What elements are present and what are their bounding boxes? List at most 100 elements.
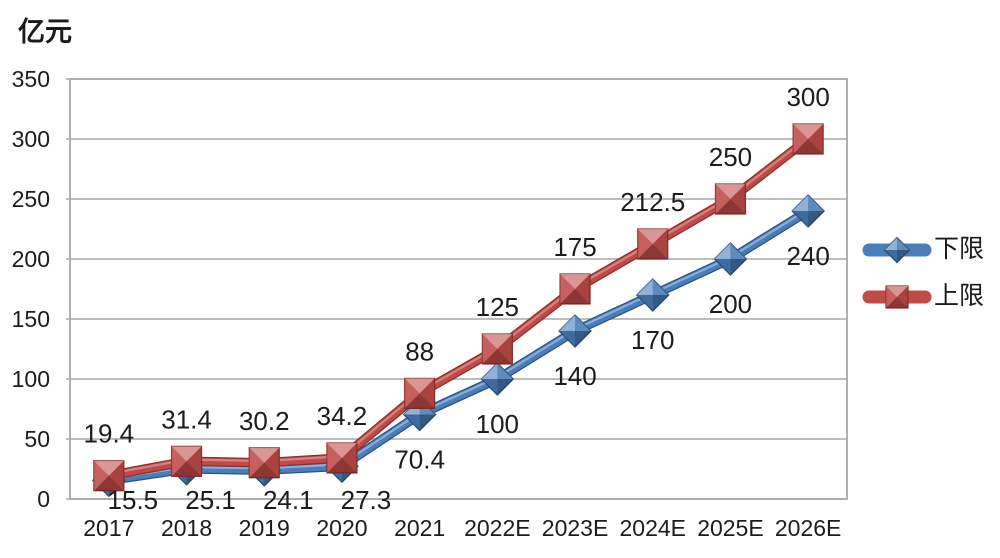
series-line-shadow — [104, 206, 813, 486]
marker-facet — [652, 295, 669, 311]
marker-facet — [171, 446, 187, 477]
marker-facet — [886, 285, 897, 308]
marker-facet — [482, 334, 513, 349]
square-marker-icon — [248, 447, 280, 479]
marker-facet — [497, 379, 514, 395]
legend-item-lower-bound: 下限 — [862, 235, 984, 264]
data-point-label: 70.4 — [394, 445, 445, 475]
marker-facet — [93, 475, 124, 491]
marker-facet — [403, 414, 420, 431]
y-axis-tick-label: 0 — [37, 486, 50, 512]
data-point-label: 30.2 — [239, 406, 290, 436]
marker-facet — [497, 363, 514, 379]
series-line-highlight — [107, 208, 810, 480]
marker-facet — [419, 414, 436, 431]
marker-facet — [897, 285, 908, 308]
marker-facet — [715, 184, 746, 199]
data-point-label: 212.5 — [620, 187, 685, 217]
x-axis-tick-label: 2025E — [697, 515, 764, 541]
data-point-label: 200 — [709, 289, 752, 319]
data-point-label: 34.2 — [317, 401, 368, 431]
marker-facet — [897, 249, 910, 262]
x-axis-tick-label: 2018 — [161, 515, 212, 541]
legend-label-lower-bound: 下限 — [934, 235, 985, 263]
series-下限 — [92, 194, 825, 498]
y-axis-unit-label: 亿元 — [18, 17, 72, 47]
series-line — [105, 135, 812, 480]
marker-facet — [186, 446, 202, 477]
diamond-marker-icon — [558, 314, 592, 348]
square-marker-icon — [792, 123, 824, 155]
marker-facet — [714, 259, 731, 275]
marker-facet — [730, 259, 747, 275]
marker-facet — [93, 460, 109, 491]
data-point-label: 240 — [786, 241, 829, 271]
legend-upper-bound-square-icon — [862, 284, 932, 309]
y-axis-tick-label: 200 — [12, 246, 50, 272]
diamond-marker-icon — [791, 194, 825, 228]
marker-facet — [404, 378, 435, 394]
legend-item-upper-bound: 上限 — [862, 282, 984, 311]
marker-facet — [637, 229, 653, 259]
marker-facet — [636, 295, 653, 311]
data-point-label: 140 — [553, 361, 596, 391]
series-line-shadow — [104, 134, 813, 481]
marker-facet — [897, 237, 910, 250]
data-point-label: 100 — [476, 409, 519, 439]
marker-facet — [341, 442, 357, 473]
series-line — [105, 207, 812, 484]
marker-facet — [714, 243, 731, 259]
square-marker-icon — [170, 445, 203, 477]
square-marker-icon — [481, 333, 513, 365]
y-axis-tick-label: 50 — [24, 426, 50, 452]
marker-facet — [249, 447, 280, 463]
data-point-label: 88 — [405, 336, 434, 366]
marker-facet — [575, 331, 592, 347]
square-marker-icon — [404, 377, 436, 409]
marker-facet — [886, 296, 908, 308]
y-axis-tick-label: 100 — [12, 366, 50, 392]
marker-facet — [497, 334, 513, 364]
data-point-label: 15.5 — [108, 485, 159, 515]
marker-facet — [171, 446, 202, 462]
series-上限 — [93, 123, 824, 492]
marker-facet — [326, 457, 357, 473]
marker-facet — [559, 315, 576, 331]
data-point-label: 27.3 — [341, 485, 392, 515]
marker-facet — [715, 199, 746, 214]
diamond-marker-icon — [713, 242, 748, 276]
marker-facet — [482, 334, 498, 364]
marker-facet — [808, 195, 825, 211]
marker-facet — [793, 124, 824, 139]
y-axis-tick-label: 250 — [12, 186, 50, 212]
square-marker-icon — [885, 284, 909, 309]
marker-facet — [808, 124, 824, 154]
marker-facet — [481, 379, 498, 395]
marker-facet — [559, 331, 576, 347]
marker-facet — [482, 349, 513, 364]
marker-facet — [715, 184, 731, 214]
x-axis-tick-label: 2023E — [542, 515, 609, 541]
legend: 下限 上限 — [862, 235, 984, 311]
marker-facet — [792, 195, 809, 211]
marker-facet — [249, 462, 280, 478]
square-marker-icon — [559, 273, 591, 305]
marker-facet — [560, 274, 576, 304]
legend-label-upper-bound: 上限 — [934, 282, 985, 310]
marker-facet — [560, 289, 591, 304]
x-axis-tick-label: 2019 — [239, 515, 290, 541]
x-axis-tick-label: 2020 — [316, 515, 367, 541]
x-axis-tick-label: 2026E — [775, 515, 842, 541]
marker-facet — [793, 139, 824, 154]
diamond-marker-icon — [480, 362, 515, 396]
marker-facet — [560, 274, 591, 289]
marker-facet — [575, 315, 592, 331]
marker-facet — [792, 211, 809, 227]
marker-facet — [884, 237, 897, 250]
marker-facet — [637, 244, 668, 259]
y-axis-tick-label: 300 — [12, 126, 50, 152]
x-axis-tick-label: 2021 — [394, 515, 445, 541]
marker-facet — [730, 243, 747, 259]
